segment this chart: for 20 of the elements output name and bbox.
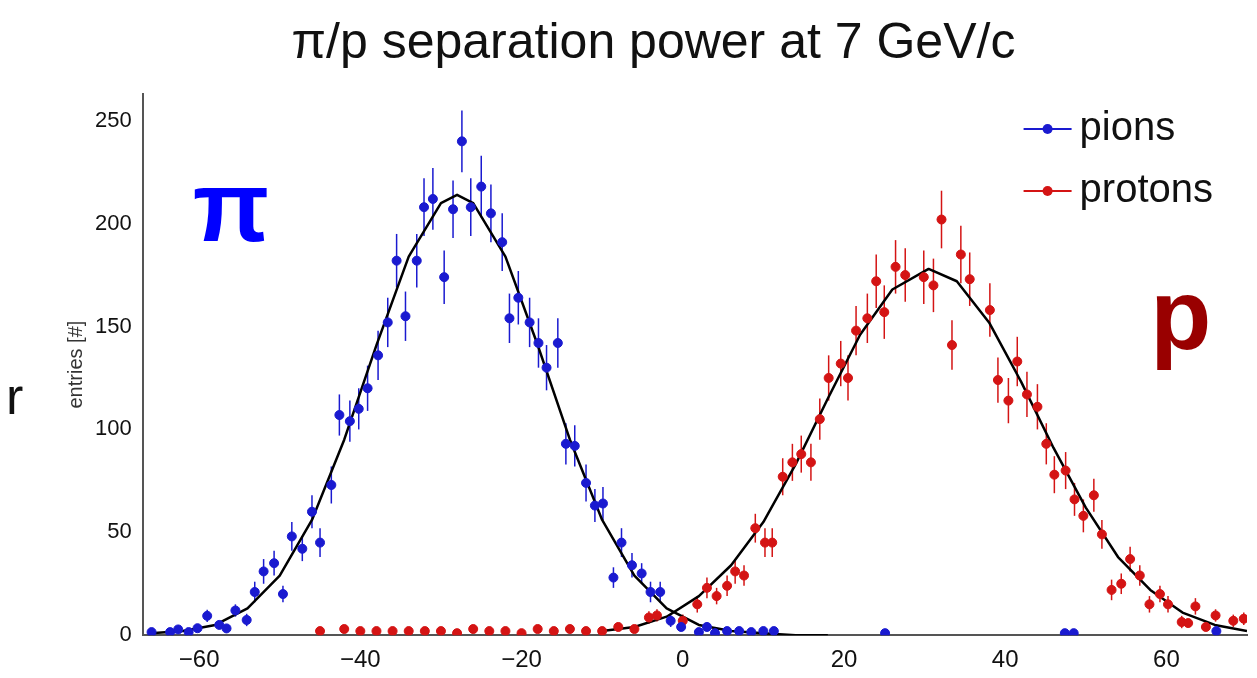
text: r: [6, 366, 24, 425]
x-tick-label: −20: [501, 645, 542, 673]
y-tick-label: 0: [119, 621, 132, 647]
annotation: p: [1150, 257, 1212, 370]
y-axis-title: entries [#]: [63, 320, 86, 409]
legend-label: protons: [1079, 166, 1213, 211]
y-tick-label: 100: [94, 415, 132, 441]
x-tick-label: 60: [1153, 645, 1180, 673]
x-tick-label: 0: [676, 645, 690, 673]
y-tick-label: 150: [94, 312, 132, 338]
y-tick-label: 50: [107, 518, 132, 544]
x-tick-label: −40: [339, 645, 381, 673]
x-tick-label: −60: [178, 645, 220, 673]
y-tick-label: 200: [94, 209, 132, 235]
chart-title: π/p separation power at 7 GeV/c: [291, 12, 1016, 69]
x-tick-label: 40: [991, 645, 1019, 673]
y-tick-label: 250: [94, 106, 132, 132]
annotation: π: [192, 149, 270, 262]
x-tick-label: 20: [830, 645, 858, 673]
legend-label: pions: [1079, 104, 1176, 149]
